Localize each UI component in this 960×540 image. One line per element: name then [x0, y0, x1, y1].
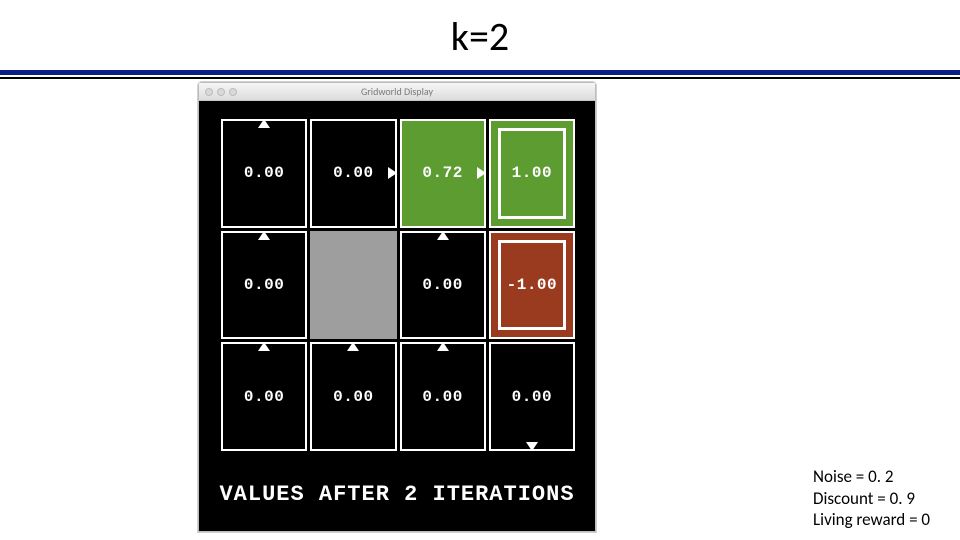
horizontal-rule-sub — [0, 77, 960, 79]
cell-value: 0.00 — [244, 276, 284, 294]
cell-value: 0.00 — [244, 388, 284, 406]
cell-value: 0.00 — [512, 388, 552, 406]
grid-cell-terminal: -1.00 — [489, 231, 575, 340]
window-titlebar: Gridworld Display — [199, 83, 595, 101]
arrow-up-icon — [258, 119, 270, 128]
grid-cell: 0.00 — [310, 119, 396, 228]
cell-value: 1.00 — [512, 164, 552, 182]
cell-value: 0.72 — [422, 164, 462, 182]
param-living: Living reward = 0 — [813, 509, 930, 530]
canvas-caption: VALUES AFTER 2 ITERATIONS — [199, 482, 595, 507]
grid-cell: 0.00 — [221, 119, 307, 228]
cell-value: 0.00 — [244, 164, 284, 182]
arrow-up-icon — [258, 342, 270, 351]
value-grid: 0.00 0.00 0.72 1.00 0 — [221, 119, 575, 451]
arrow-up-icon — [437, 231, 449, 240]
cell-value: -1.00 — [507, 276, 558, 294]
slide: k=2 Gridworld Display 0.00 0.00 — [0, 0, 960, 540]
cell-value: 0.00 — [333, 388, 373, 406]
grid-cell: 0.00 — [310, 342, 396, 451]
param-discount: Discount = 0. 9 — [813, 488, 930, 509]
horizontal-rule — [0, 70, 960, 75]
slide-title: k=2 — [0, 12, 960, 61]
gridworld-canvas: 0.00 0.00 0.72 1.00 0 — [199, 101, 595, 531]
arrow-up-icon — [258, 231, 270, 240]
arrow-up-icon — [347, 342, 359, 351]
grid-cell: 0.00 — [400, 342, 486, 451]
grid-cell: 0.00 — [221, 342, 307, 451]
grid-cell: 0.00 — [489, 342, 575, 451]
grid-cell: 0.00 — [221, 231, 307, 340]
arrow-up-icon — [437, 342, 449, 351]
terminal-box: -1.00 — [498, 240, 566, 331]
grid-cell: 0.00 — [400, 231, 486, 340]
param-noise: Noise = 0. 2 — [813, 466, 930, 487]
cell-value: 0.00 — [422, 276, 462, 294]
terminal-box: 1.00 — [498, 128, 566, 219]
cell-value: 0.00 — [422, 388, 462, 406]
arrow-right-icon — [477, 167, 486, 179]
grid-cell: 0.72 — [400, 119, 486, 228]
arrow-right-icon — [388, 167, 397, 179]
gridworld-window: Gridworld Display 0.00 0.00 0.72 — [198, 82, 596, 532]
grid-cell-terminal: 1.00 — [489, 119, 575, 228]
arrow-down-icon — [526, 442, 538, 451]
grid-cell-wall — [310, 231, 396, 340]
cell-value: 0.00 — [333, 164, 373, 182]
window-title: Gridworld Display — [199, 85, 595, 98]
parameters: Noise = 0. 2 Discount = 0. 9 Living rewa… — [813, 466, 930, 530]
